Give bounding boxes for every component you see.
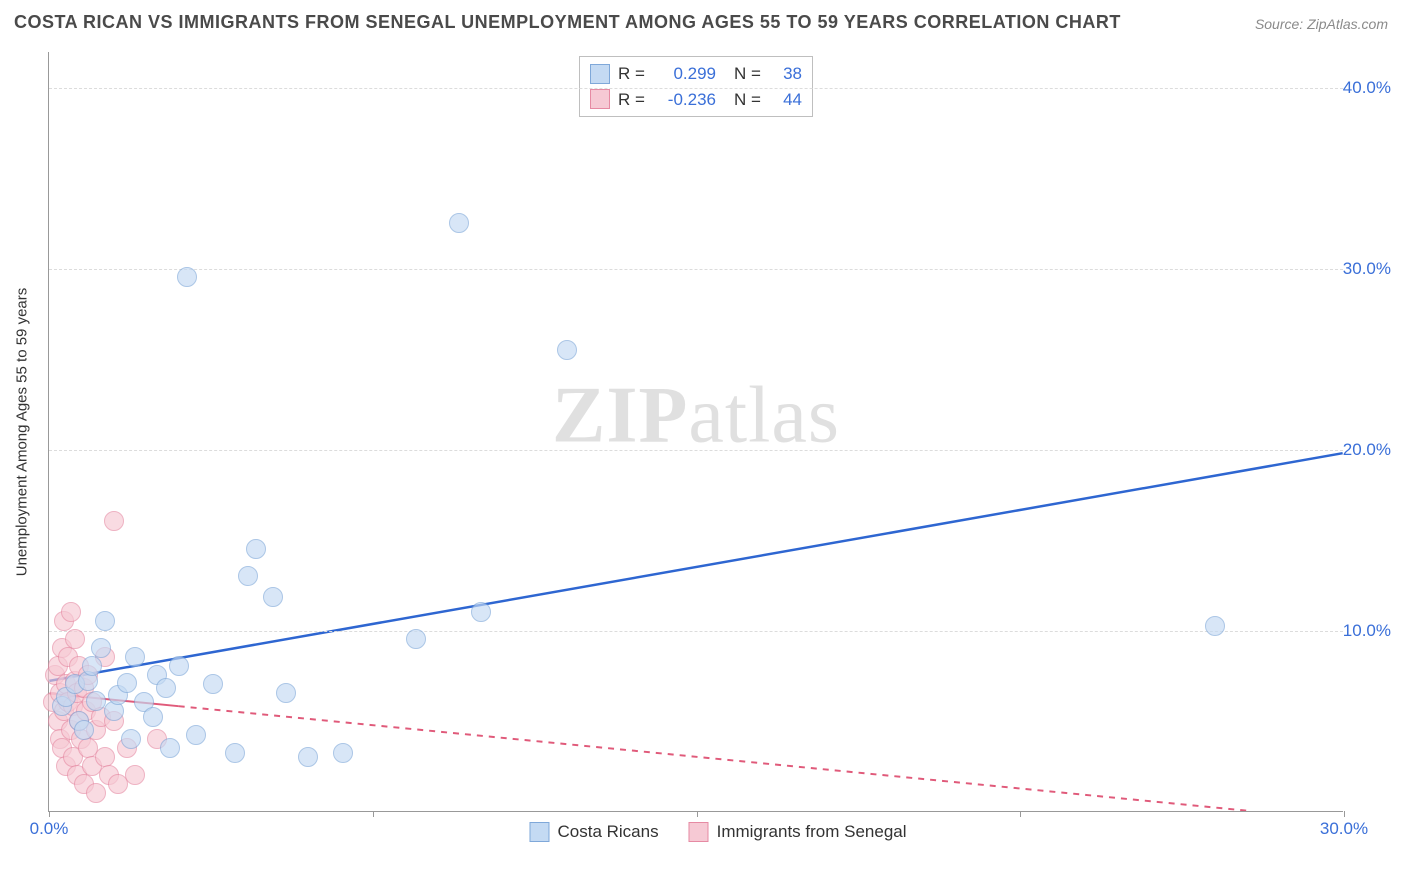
- scatter-point: [177, 267, 197, 287]
- scatter-point: [406, 629, 426, 649]
- scatter-point: [276, 683, 296, 703]
- scatter-point: [333, 743, 353, 763]
- legend-item-1: Costa Ricans: [529, 822, 658, 842]
- scatter-point: [186, 725, 206, 745]
- scatter-point: [156, 678, 176, 698]
- n-label: N =: [734, 87, 764, 113]
- r-label: R =: [618, 87, 648, 113]
- scatter-point: [471, 602, 491, 622]
- scatter-point: [557, 340, 577, 360]
- r-label: R =: [618, 61, 648, 87]
- scatter-point: [86, 783, 106, 803]
- scatter-point: [246, 539, 266, 559]
- n-label: N =: [734, 61, 764, 87]
- tick-x: [1344, 811, 1345, 817]
- bottom-legend: Costa Ricans Immigrants from Senegal: [529, 822, 906, 842]
- scatter-point: [104, 511, 124, 531]
- swatch-series-1: [529, 822, 549, 842]
- scatter-point: [225, 743, 245, 763]
- y-axis-label: Unemployment Among Ages 55 to 59 years: [14, 288, 31, 577]
- scatter-point: [143, 707, 163, 727]
- swatch-series-2: [689, 822, 709, 842]
- y-tick-label: 20.0%: [1343, 440, 1391, 460]
- tick-x: [697, 811, 698, 817]
- scatter-point: [95, 747, 115, 767]
- y-tick-label: 30.0%: [1343, 259, 1391, 279]
- legend-label-2: Immigrants from Senegal: [717, 822, 907, 842]
- r-value-1: 0.299: [656, 61, 716, 87]
- chart-title: COSTA RICAN VS IMMIGRANTS FROM SENEGAL U…: [14, 12, 1121, 33]
- watermark-bold: ZIP: [552, 372, 688, 460]
- legend-label-1: Costa Ricans: [557, 822, 658, 842]
- source-label: Source: ZipAtlas.com: [1255, 16, 1388, 32]
- scatter-point: [74, 720, 94, 740]
- tick-x: [49, 811, 50, 817]
- r-value-2: -0.236: [656, 87, 716, 113]
- y-tick-label: 40.0%: [1343, 78, 1391, 98]
- x-tick-label: 30.0%: [1320, 819, 1368, 839]
- x-tick-label: 0.0%: [30, 819, 69, 839]
- tick-x: [1020, 811, 1021, 817]
- tick-x: [373, 811, 374, 817]
- y-tick-label: 10.0%: [1343, 621, 1391, 641]
- scatter-point: [238, 566, 258, 586]
- scatter-point: [91, 638, 111, 658]
- plot-area: ZIPatlas R = 0.299 N = 38 R = -0.236 N =…: [48, 52, 1343, 812]
- scatter-point: [125, 765, 145, 785]
- scatter-point: [1205, 616, 1225, 636]
- n-value-1: 38: [772, 61, 802, 87]
- scatter-point: [203, 674, 223, 694]
- scatter-point: [298, 747, 318, 767]
- scatter-point: [449, 213, 469, 233]
- scatter-point: [65, 629, 85, 649]
- scatter-point: [61, 602, 81, 622]
- scatter-point: [160, 738, 180, 758]
- swatch-series-1: [590, 64, 610, 84]
- scatter-point: [125, 647, 145, 667]
- scatter-point: [82, 656, 102, 676]
- scatter-point: [263, 587, 283, 607]
- scatter-point: [169, 656, 189, 676]
- scatter-point: [117, 673, 137, 693]
- watermark-light: atlas: [688, 372, 840, 460]
- swatch-series-2: [590, 89, 610, 109]
- plot-container: Unemployment Among Ages 55 to 59 years Z…: [48, 52, 1388, 812]
- scatter-point: [121, 729, 141, 749]
- n-value-2: 44: [772, 87, 802, 113]
- legend-item-2: Immigrants from Senegal: [689, 822, 907, 842]
- scatter-point: [95, 611, 115, 631]
